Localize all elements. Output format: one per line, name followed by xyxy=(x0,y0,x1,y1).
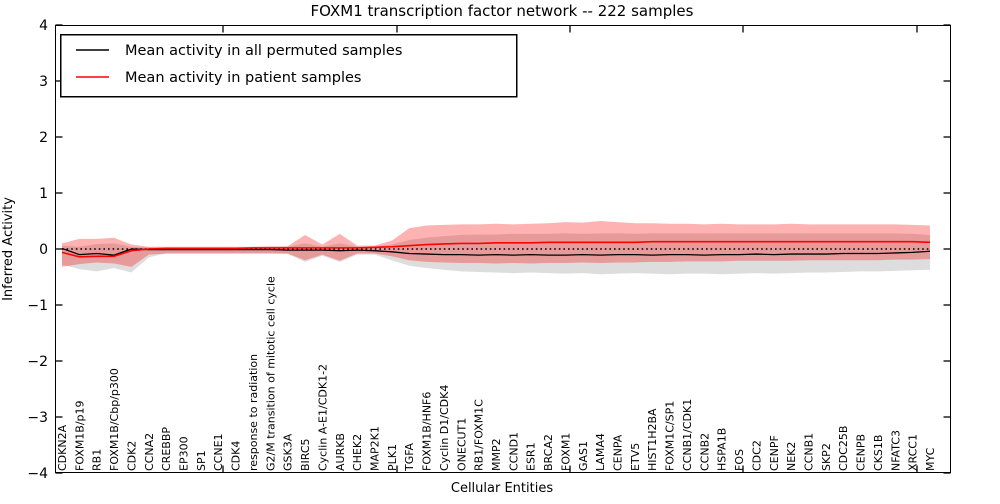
x-category-labels: CDKN2A FOXM1B/p19 RB1 FOXM1B/Cbp/p300 CDK2 CC… xyxy=(56,276,937,472)
category-label: NFATC3 xyxy=(889,430,902,471)
category-label: CCNB1/CDK1 xyxy=(681,399,694,471)
permuted-samples-std-band xyxy=(62,233,930,275)
legend-label-patient: Mean activity in patient samples xyxy=(125,70,361,86)
category-label: CCNB1 xyxy=(802,433,815,471)
category-label: RB1 xyxy=(91,449,104,471)
category-label: BRCA2 xyxy=(542,434,555,471)
category-label: CCNB2 xyxy=(698,433,711,471)
category-label: CCND1 xyxy=(507,432,520,471)
category-label: HIST1H2BA xyxy=(646,408,659,471)
category-label: CHEK2 xyxy=(351,434,364,471)
y-tick-label: −3 xyxy=(27,410,48,426)
legend-label-permuted: Mean activity in all permuted samples xyxy=(125,43,402,59)
category-label: CKS1B xyxy=(872,435,885,471)
y-tick-label: −4 xyxy=(27,466,48,482)
category-label: AURKB xyxy=(334,433,347,471)
category-label: CDK4 xyxy=(230,441,243,471)
category-label: XRCC1 xyxy=(907,434,920,471)
category-label: FOXM1B/p19 xyxy=(73,400,86,471)
y-tick-label: 0 xyxy=(39,242,48,258)
category-label: SP1 xyxy=(195,450,208,471)
category-label: ETV5 xyxy=(629,443,642,471)
y-tick-label: −2 xyxy=(27,354,48,370)
category-label: SKP2 xyxy=(820,443,833,471)
confidence-bands xyxy=(62,221,930,275)
axis-ticks xyxy=(55,24,951,474)
category-label: FOXM1C/SP1 xyxy=(664,401,677,471)
category-label: MYC xyxy=(924,447,937,471)
x-axis-label: Cellular Entities xyxy=(451,481,553,496)
category-label: PLK1 xyxy=(386,444,399,471)
category-label: MAP2K1 xyxy=(368,426,381,471)
category-label: FOS xyxy=(733,449,746,471)
permuted-mean-line xyxy=(61,247,931,256)
category-label: CREBBP xyxy=(160,427,173,471)
category-label: CDC25B xyxy=(837,426,850,471)
patient-mean-line xyxy=(61,240,931,258)
category-label: CDKN2A xyxy=(56,424,69,471)
category-label: CENPA xyxy=(612,434,625,471)
category-label: CDC2 xyxy=(750,440,763,471)
y-axis-label: Inferred Activity xyxy=(1,197,16,301)
category-label: FOXM1B/Cbp/p300 xyxy=(108,368,121,471)
category-label: ONECUT1 xyxy=(455,418,468,471)
category-label: RB1/FOXM1C xyxy=(473,399,486,471)
y-tick-label: 1 xyxy=(39,186,48,202)
category-label: HSPA1B xyxy=(716,428,729,471)
y-tick-label: 3 xyxy=(39,74,48,90)
category-label: EP300 xyxy=(178,436,191,471)
category-label: FOXM1B/HNF6 xyxy=(421,392,434,471)
chart-title: FOXM1 transcription factor network -- 22… xyxy=(311,2,694,20)
y-tick-label: −1 xyxy=(27,298,48,314)
category-label: GAS1 xyxy=(577,441,590,471)
legend-box xyxy=(59,33,518,98)
category-label: CDK2 xyxy=(125,441,138,471)
category-label: FOXM1 xyxy=(559,433,572,471)
category-label: response to radiation xyxy=(247,354,260,471)
y-tick-labels: 4 3 2 1 0 −1 −2 −3 −4 xyxy=(27,18,48,482)
category-label: MMP2 xyxy=(490,438,503,471)
legend: Mean activity in all permuted samples Me… xyxy=(59,33,518,98)
category-label: Cyclin D1/CDK4 xyxy=(438,385,451,471)
category-label: CCNE1 xyxy=(212,433,225,471)
series-lines xyxy=(61,240,931,258)
category-label: ESR1 xyxy=(525,442,538,471)
category-label: TGFA xyxy=(403,442,416,472)
category-label: LAMA4 xyxy=(594,433,607,471)
category-label: BIRC5 xyxy=(299,438,312,471)
y-tick-label: 4 xyxy=(39,18,48,34)
patient-samples-std-band xyxy=(62,221,930,267)
category-label: CCNA2 xyxy=(143,433,156,471)
category-label: Cyclin A-E1/CDK1-2 xyxy=(316,364,329,471)
category-label: NEK2 xyxy=(785,442,798,471)
y-tick-label: 2 xyxy=(39,130,48,146)
category-label: CENPF xyxy=(768,435,781,471)
category-label: G2/M transition of mitotic cell cycle xyxy=(264,276,277,471)
category-label: CENPB xyxy=(855,434,868,471)
category-label: GSK3A xyxy=(282,433,295,471)
